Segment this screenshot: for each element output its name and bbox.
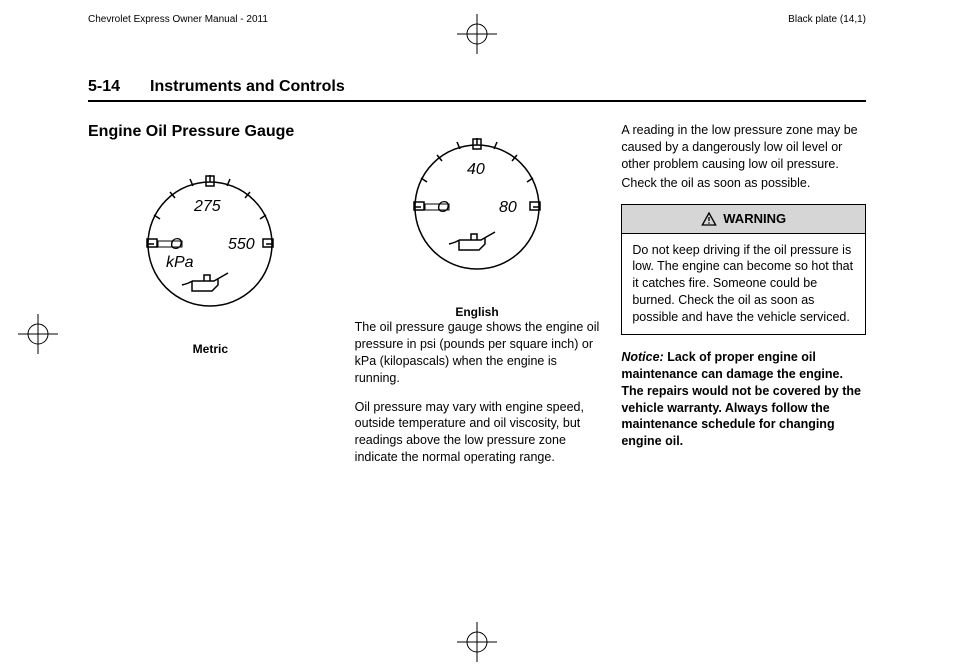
gauge-zero-label: O: [170, 236, 182, 253]
page-number: 5-14: [88, 78, 120, 96]
gauge-caption-metric: Metric: [88, 342, 333, 356]
gauge-max-label: 550: [228, 236, 255, 253]
paragraph: Check the oil as soon as possible.: [621, 175, 866, 192]
gauge-mid-label: 275: [193, 198, 221, 215]
gauge-caption-english: English: [355, 305, 600, 319]
notice-body: Lack of proper engine oil maintenance ca…: [621, 350, 861, 448]
notice-lead: Notice:: [621, 350, 663, 364]
gauge-metric: O 275 550 kPa Metric: [88, 159, 333, 356]
warning-box: WARNING Do not keep driving if the oil p…: [621, 204, 866, 335]
gauge-english: O 40 80 English: [355, 122, 600, 319]
paragraph: A reading in the low pressure zone may b…: [621, 122, 866, 173]
gauge-unit-label: kPa: [166, 254, 194, 271]
notice: Notice: Lack of proper engine oil mainte…: [621, 349, 866, 450]
registration-mark-icon: [457, 14, 497, 54]
paragraph: Oil pressure may vary with engine speed,…: [355, 399, 600, 467]
plate-label: Black plate (14,1): [788, 14, 866, 25]
warning-triangle-icon: [701, 211, 717, 227]
registration-mark-icon: [457, 622, 497, 662]
section-header: 5-14 Instruments and Controls: [88, 78, 866, 102]
chapter-title: Instruments and Controls: [150, 78, 345, 96]
paragraph: The oil pressure gauge shows the engine …: [355, 319, 600, 387]
oil-can-icon: [449, 232, 495, 250]
oil-can-icon: [182, 273, 228, 291]
gauge-max-label: 80: [499, 199, 517, 216]
warning-title: WARNING: [723, 211, 786, 226]
gauge-zero-label: O: [437, 199, 449, 216]
warning-header: WARNING: [622, 205, 865, 234]
registration-mark-icon: [18, 314, 58, 354]
doc-header: Chevrolet Express Owner Manual - 2011: [88, 14, 268, 25]
warning-body: Do not keep driving if the oil pressure …: [622, 234, 865, 334]
section-title: Engine Oil Pressure Gauge: [88, 122, 333, 141]
gauge-mid-label: 40: [467, 161, 485, 178]
